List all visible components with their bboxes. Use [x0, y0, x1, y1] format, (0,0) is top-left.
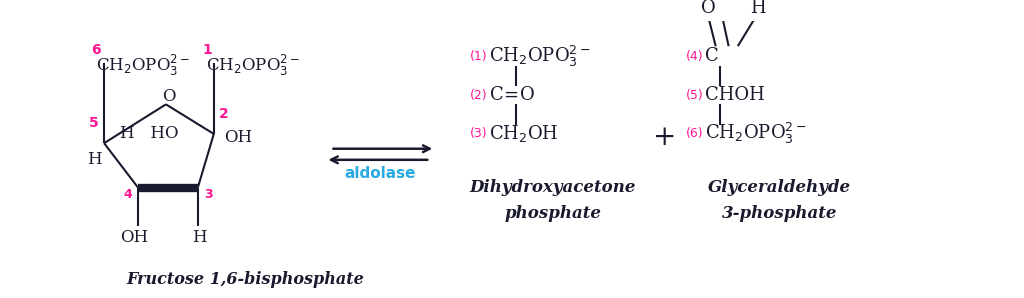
Text: aldolase: aldolase	[345, 166, 416, 181]
Text: CHOH: CHOH	[706, 86, 765, 104]
Text: H: H	[193, 229, 207, 246]
Text: (4): (4)	[686, 50, 703, 63]
Text: CH$_2$OPO$_3^{2-}$: CH$_2$OPO$_3^{2-}$	[96, 53, 190, 78]
Text: 6: 6	[91, 43, 101, 57]
Text: (5): (5)	[686, 89, 703, 102]
Text: 2: 2	[219, 107, 228, 121]
Text: phosphate: phosphate	[505, 205, 601, 222]
Text: C$\!=\!$O: C$\!=\!$O	[489, 86, 535, 104]
Text: +: +	[653, 124, 676, 151]
Text: (1): (1)	[469, 50, 487, 63]
Text: CH$_2$OPO$_3^{2-}$: CH$_2$OPO$_3^{2-}$	[489, 44, 591, 69]
Text: H   HO: H HO	[120, 125, 178, 142]
Text: C: C	[706, 47, 719, 65]
Text: O: O	[162, 89, 176, 105]
Text: OH: OH	[224, 129, 252, 146]
Text: (2): (2)	[469, 89, 487, 102]
Text: O: O	[701, 0, 716, 17]
Text: CH$_2$OPO$_3^{2-}$: CH$_2$OPO$_3^{2-}$	[206, 53, 300, 78]
Text: 3-phosphate: 3-phosphate	[722, 205, 837, 222]
Text: CH$_2$OPO$_3^{2-}$: CH$_2$OPO$_3^{2-}$	[706, 121, 807, 147]
Text: 1: 1	[202, 43, 212, 57]
Text: 4: 4	[123, 187, 132, 201]
Text: 3: 3	[204, 187, 212, 201]
Text: Fructose 1,6-bisphosphate: Fructose 1,6-bisphosphate	[126, 271, 364, 288]
Text: (6): (6)	[686, 128, 703, 140]
Text: OH: OH	[120, 229, 148, 246]
Text: H: H	[751, 0, 766, 17]
Text: Glyceraldehyde: Glyceraldehyde	[708, 179, 851, 196]
Text: H: H	[87, 151, 101, 168]
Text: (3): (3)	[469, 128, 487, 140]
Text: CH$_2$OH: CH$_2$OH	[489, 123, 559, 145]
Text: Dihydroxyacetone: Dihydroxyacetone	[470, 179, 636, 196]
Text: 5: 5	[89, 116, 99, 130]
